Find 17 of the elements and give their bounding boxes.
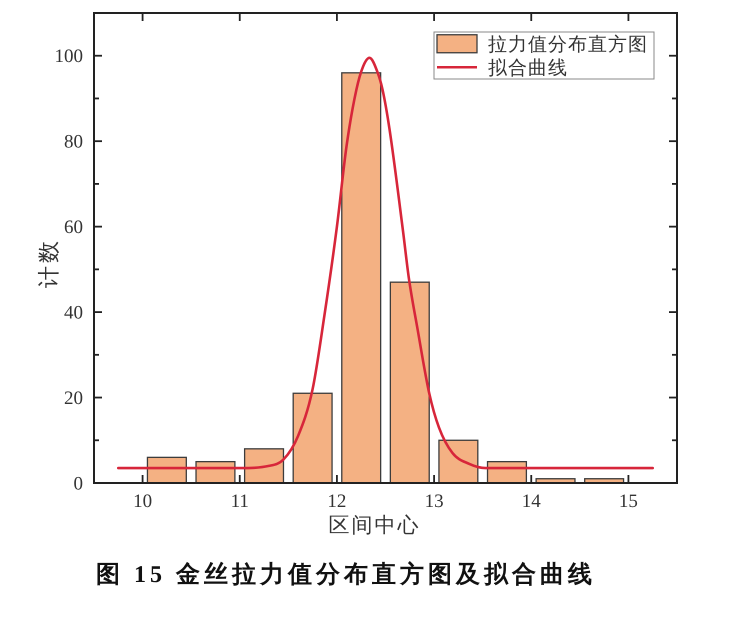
x-tick-label: 11 [230, 491, 249, 512]
caption: 图 15 金丝拉力值分布直方图及拟合曲线 [96, 560, 596, 588]
x-tick-label: 10 [133, 491, 152, 512]
x-tick-label: 13 [424, 491, 444, 512]
x-tick-label: 14 [522, 491, 542, 512]
y-tick-label: 100 [54, 46, 83, 68]
legend-label: 拟合曲线 [488, 58, 568, 79]
x-tick-label: 12 [327, 491, 346, 512]
x-tick-label: 15 [618, 491, 638, 512]
x-axis-title: 区间中心 [328, 513, 420, 537]
y-tick-label: 40 [64, 302, 83, 324]
y-tick-label: 80 [64, 132, 83, 153]
y-axis-title: 计数 [36, 238, 61, 288]
legend-label: 拉力值分布直方图 [488, 33, 648, 56]
y-tick-label: 20 [64, 388, 83, 410]
y-tick-label: 60 [64, 217, 83, 238]
y-tick-label: 0 [74, 474, 83, 494]
